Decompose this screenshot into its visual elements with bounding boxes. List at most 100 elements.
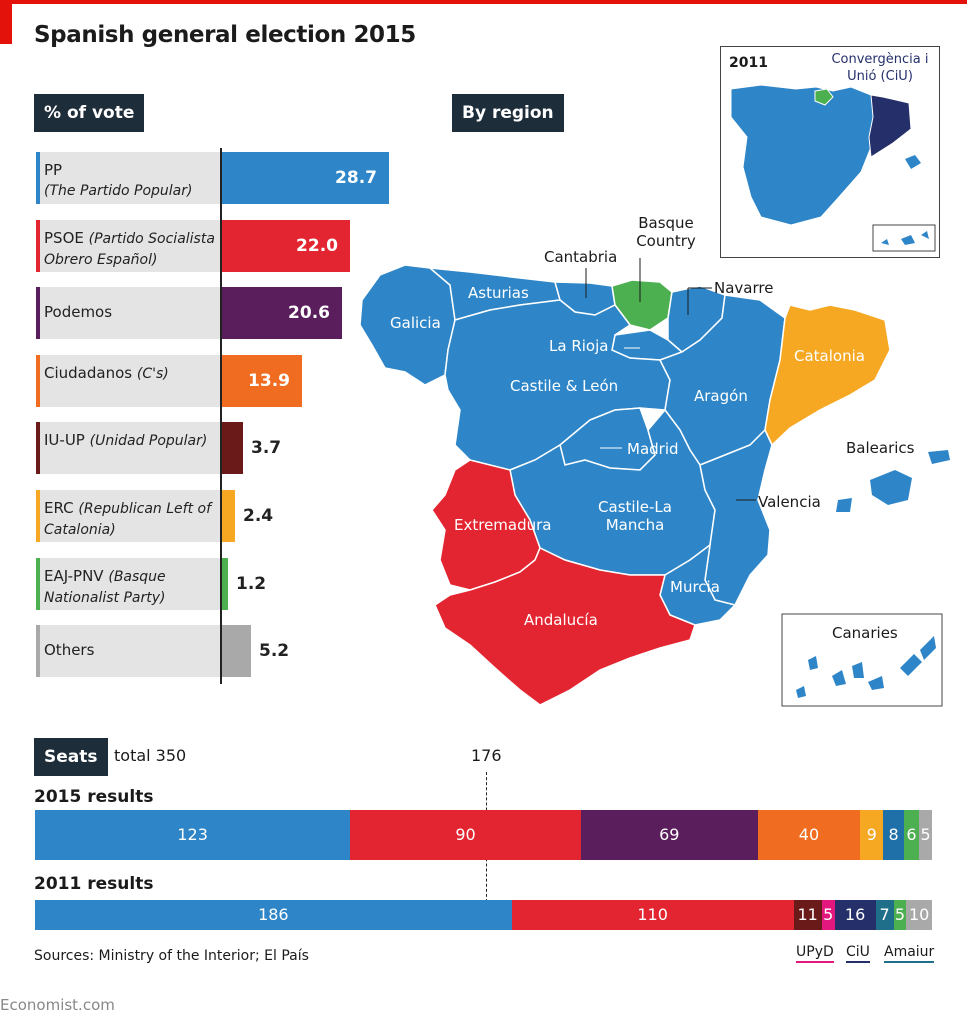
seat-value-label: 69 <box>659 825 680 844</box>
inset-canaries <box>881 231 929 245</box>
region-catalonia <box>764 304 891 447</box>
vote-color-key <box>36 490 40 542</box>
seat-value-label: 40 <box>798 825 820 844</box>
seat-value-label: 6 <box>906 825 917 844</box>
vote-color-key <box>36 355 40 407</box>
seat-segment: 5 <box>919 810 932 860</box>
seat-segment: 10 <box>906 900 932 930</box>
inset-ciu-label: Convergència i Unió (CiU) <box>831 52 929 84</box>
vote-bar: 20.6 <box>221 287 342 339</box>
brand-tag <box>0 4 12 44</box>
vote-bar <box>221 558 228 610</box>
seat-value-label: 5 <box>823 905 834 924</box>
party-label: Others <box>44 640 216 660</box>
source-note: Sources: Ministry of the Interior; El Pa… <box>34 948 309 964</box>
label-basque-country: Basque Country <box>636 214 696 250</box>
vote-color-key <box>36 558 40 610</box>
annotation-ciu: CiU <box>846 944 870 963</box>
seat-segment: 123 <box>35 810 351 860</box>
vote-bar <box>221 625 251 677</box>
vote-color-key <box>36 422 40 474</box>
label-murcia: Murcia <box>670 578 720 596</box>
vote-value-label: 3.7 <box>251 438 282 458</box>
seat-value-label: 9 <box>866 825 877 844</box>
region-canaries-1 <box>796 686 806 698</box>
vote-value-label: 28.7 <box>335 168 377 188</box>
canaries-inset-frame <box>781 613 943 707</box>
seat-value-label: 186 <box>258 905 289 924</box>
party-label: PSOE (Partido Socialista Obrero Español) <box>44 228 216 270</box>
seat-segment: 69 <box>580 810 758 860</box>
label-balearics: Balearics <box>846 439 915 457</box>
inset-catalonia <box>868 94 912 158</box>
vote-bar: 22.0 <box>221 220 350 272</box>
region-balearics-ibiza <box>836 498 852 512</box>
majority-label: 176 <box>471 746 502 765</box>
seat-segment: 11 <box>793 900 822 930</box>
vote-color-key <box>36 152 40 204</box>
region-balearics-minorca <box>928 450 950 464</box>
vote-row-podemos: Podemos <box>36 287 220 339</box>
party-name: Others <box>44 641 95 659</box>
label-aragon: Aragón <box>694 387 748 405</box>
region-canaries-6 <box>900 654 922 676</box>
label-cantabria: Cantabria <box>544 248 618 266</box>
seat-value-label: 11 <box>797 905 818 924</box>
row-label-2015: 2015 results <box>34 787 154 807</box>
label-catalonia: Catalonia <box>794 347 865 365</box>
party-name: PSOE <box>44 229 84 247</box>
annotation-upyd: UPyD <box>796 944 834 963</box>
footer-credit: Economist.com <box>0 996 115 1014</box>
seats-total: total 350 <box>114 746 187 765</box>
label-andalucia: Andalucía <box>524 611 598 629</box>
party-name: ERC <box>44 499 74 517</box>
label-castile-leon: Castile & León <box>510 377 619 395</box>
vote-row-eaj-pnv: EAJ-PNV (Basque Nationalist Party) <box>36 558 220 610</box>
seat-value-label: 8 <box>888 825 899 844</box>
vote-bar: 13.9 <box>221 355 302 407</box>
vote-bar: 28.7 <box>221 152 389 204</box>
vote-color-key <box>36 287 40 339</box>
label-madrid: Madrid <box>627 440 679 458</box>
vote-bar <box>221 490 235 542</box>
vote-value-label: 13.9 <box>248 371 290 391</box>
region-canaries-3 <box>832 670 846 686</box>
vote-value-label: 22.0 <box>296 236 338 256</box>
row-label-2011: 2011 results <box>34 874 154 894</box>
party-label: IU-UP (Unidad Popular) <box>44 430 216 451</box>
vote-value-label: 2.4 <box>243 506 274 526</box>
seat-value-label: 110 <box>637 905 668 924</box>
inset-map <box>730 84 936 252</box>
label-navarre: Navarre <box>714 279 774 297</box>
inset-spain <box>730 84 882 226</box>
label-galicia: Galicia <box>390 314 441 332</box>
party-fullname: (Partido Socialista Obrero Español) <box>44 231 215 268</box>
vote-bar <box>221 422 243 474</box>
label-castile-la-mancha: Castile-La Mancha <box>598 498 672 534</box>
vote-row-iu-up: IU-UP (Unidad Popular) <box>36 422 220 474</box>
seat-value-label: 90 <box>455 825 476 844</box>
region-canaries-5 <box>868 676 884 690</box>
region-valencia <box>699 428 773 606</box>
party-fullname: (The Partido Popular) <box>44 183 193 199</box>
party-fullname: (C's) <box>136 366 169 382</box>
vote-row-ciudadanos: Ciudadanos (C's) <box>36 355 220 407</box>
region-map <box>359 258 950 707</box>
seat-segment: 6 <box>903 810 920 860</box>
seat-value-label: 5 <box>894 905 906 924</box>
region-canaries-4 <box>852 662 864 678</box>
seat-segment: 5 <box>821 900 835 930</box>
seat-segment: 5 <box>893 900 907 930</box>
party-label: EAJ-PNV (Basque Nationalist Party) <box>44 566 216 608</box>
party-name: EAJ-PNV <box>44 567 104 585</box>
seat-value-label: 16 <box>844 905 866 924</box>
chart-title: Spanish general election 2015 <box>34 22 416 48</box>
seat-value-label: 7 <box>879 905 890 924</box>
inset-canaries-frame <box>872 224 936 252</box>
seat-segment: 9 <box>860 810 884 860</box>
top-rule <box>0 0 967 4</box>
seats-label: Seats <box>34 738 108 776</box>
seat-segment: 186 <box>35 900 512 930</box>
party-name: PP <box>44 161 63 179</box>
vote-row-others: Others <box>36 625 220 677</box>
